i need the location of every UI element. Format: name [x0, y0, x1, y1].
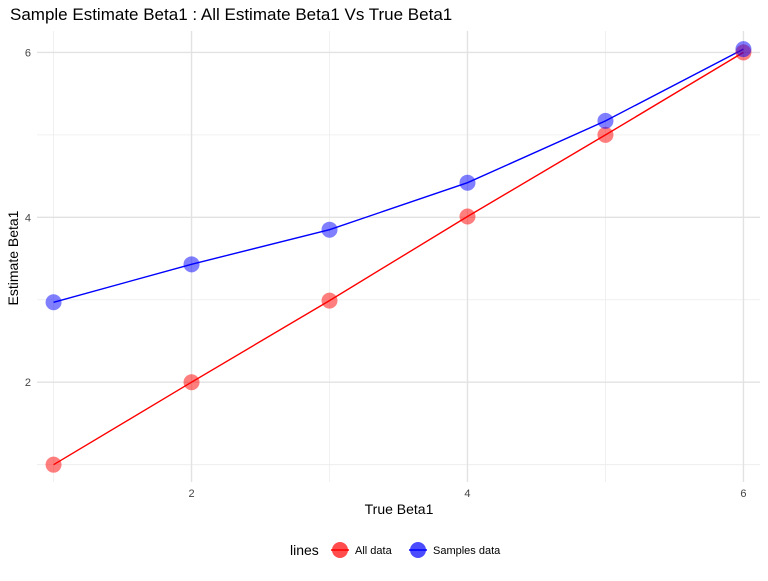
- y-tick-label: 4: [25, 212, 31, 224]
- gridlines: [37, 31, 760, 482]
- tick-labels: 2 4 6 2 4 6: [25, 47, 747, 500]
- data-point-samples-data: [321, 221, 338, 238]
- data-point-samples-data: [735, 41, 752, 58]
- y-tick-label: 6: [25, 47, 31, 59]
- legend-key-point-samples-data: [410, 542, 426, 558]
- data-point-all-data: [45, 456, 62, 473]
- legend-label-samples-data: Samples data: [433, 545, 501, 557]
- data-point-all-data: [183, 374, 200, 391]
- y-tick-label: 2: [25, 377, 31, 389]
- x-tick-label: 4: [464, 488, 470, 500]
- series-line-all-data: [53, 51, 744, 466]
- y-axis-title: Estimate Beta1: [5, 210, 21, 305]
- data-point-all-data: [459, 208, 476, 225]
- x-tick-label: 2: [188, 488, 194, 500]
- data-point-samples-data: [459, 174, 476, 191]
- legend: lines All data Samples data: [290, 542, 501, 558]
- data-point-all-data: [597, 126, 614, 143]
- data-point-samples-data: [183, 256, 200, 273]
- x-tick-label: 6: [740, 488, 746, 500]
- legend-label-all-data: All data: [355, 545, 393, 557]
- legend-keys: All data Samples data: [331, 542, 501, 558]
- data-point-all-data: [321, 292, 338, 309]
- data-series: [45, 41, 752, 473]
- data-point-samples-data: [597, 112, 614, 129]
- x-axis-title: True Beta1: [365, 501, 434, 517]
- chart-title: Sample Estimate Beta1 : All Estimate Bet…: [10, 5, 452, 24]
- series-line-samples-data: [53, 48, 744, 303]
- legend-title: lines: [290, 542, 319, 558]
- legend-key-point-all-data: [332, 542, 348, 558]
- data-point-samples-data: [45, 294, 62, 311]
